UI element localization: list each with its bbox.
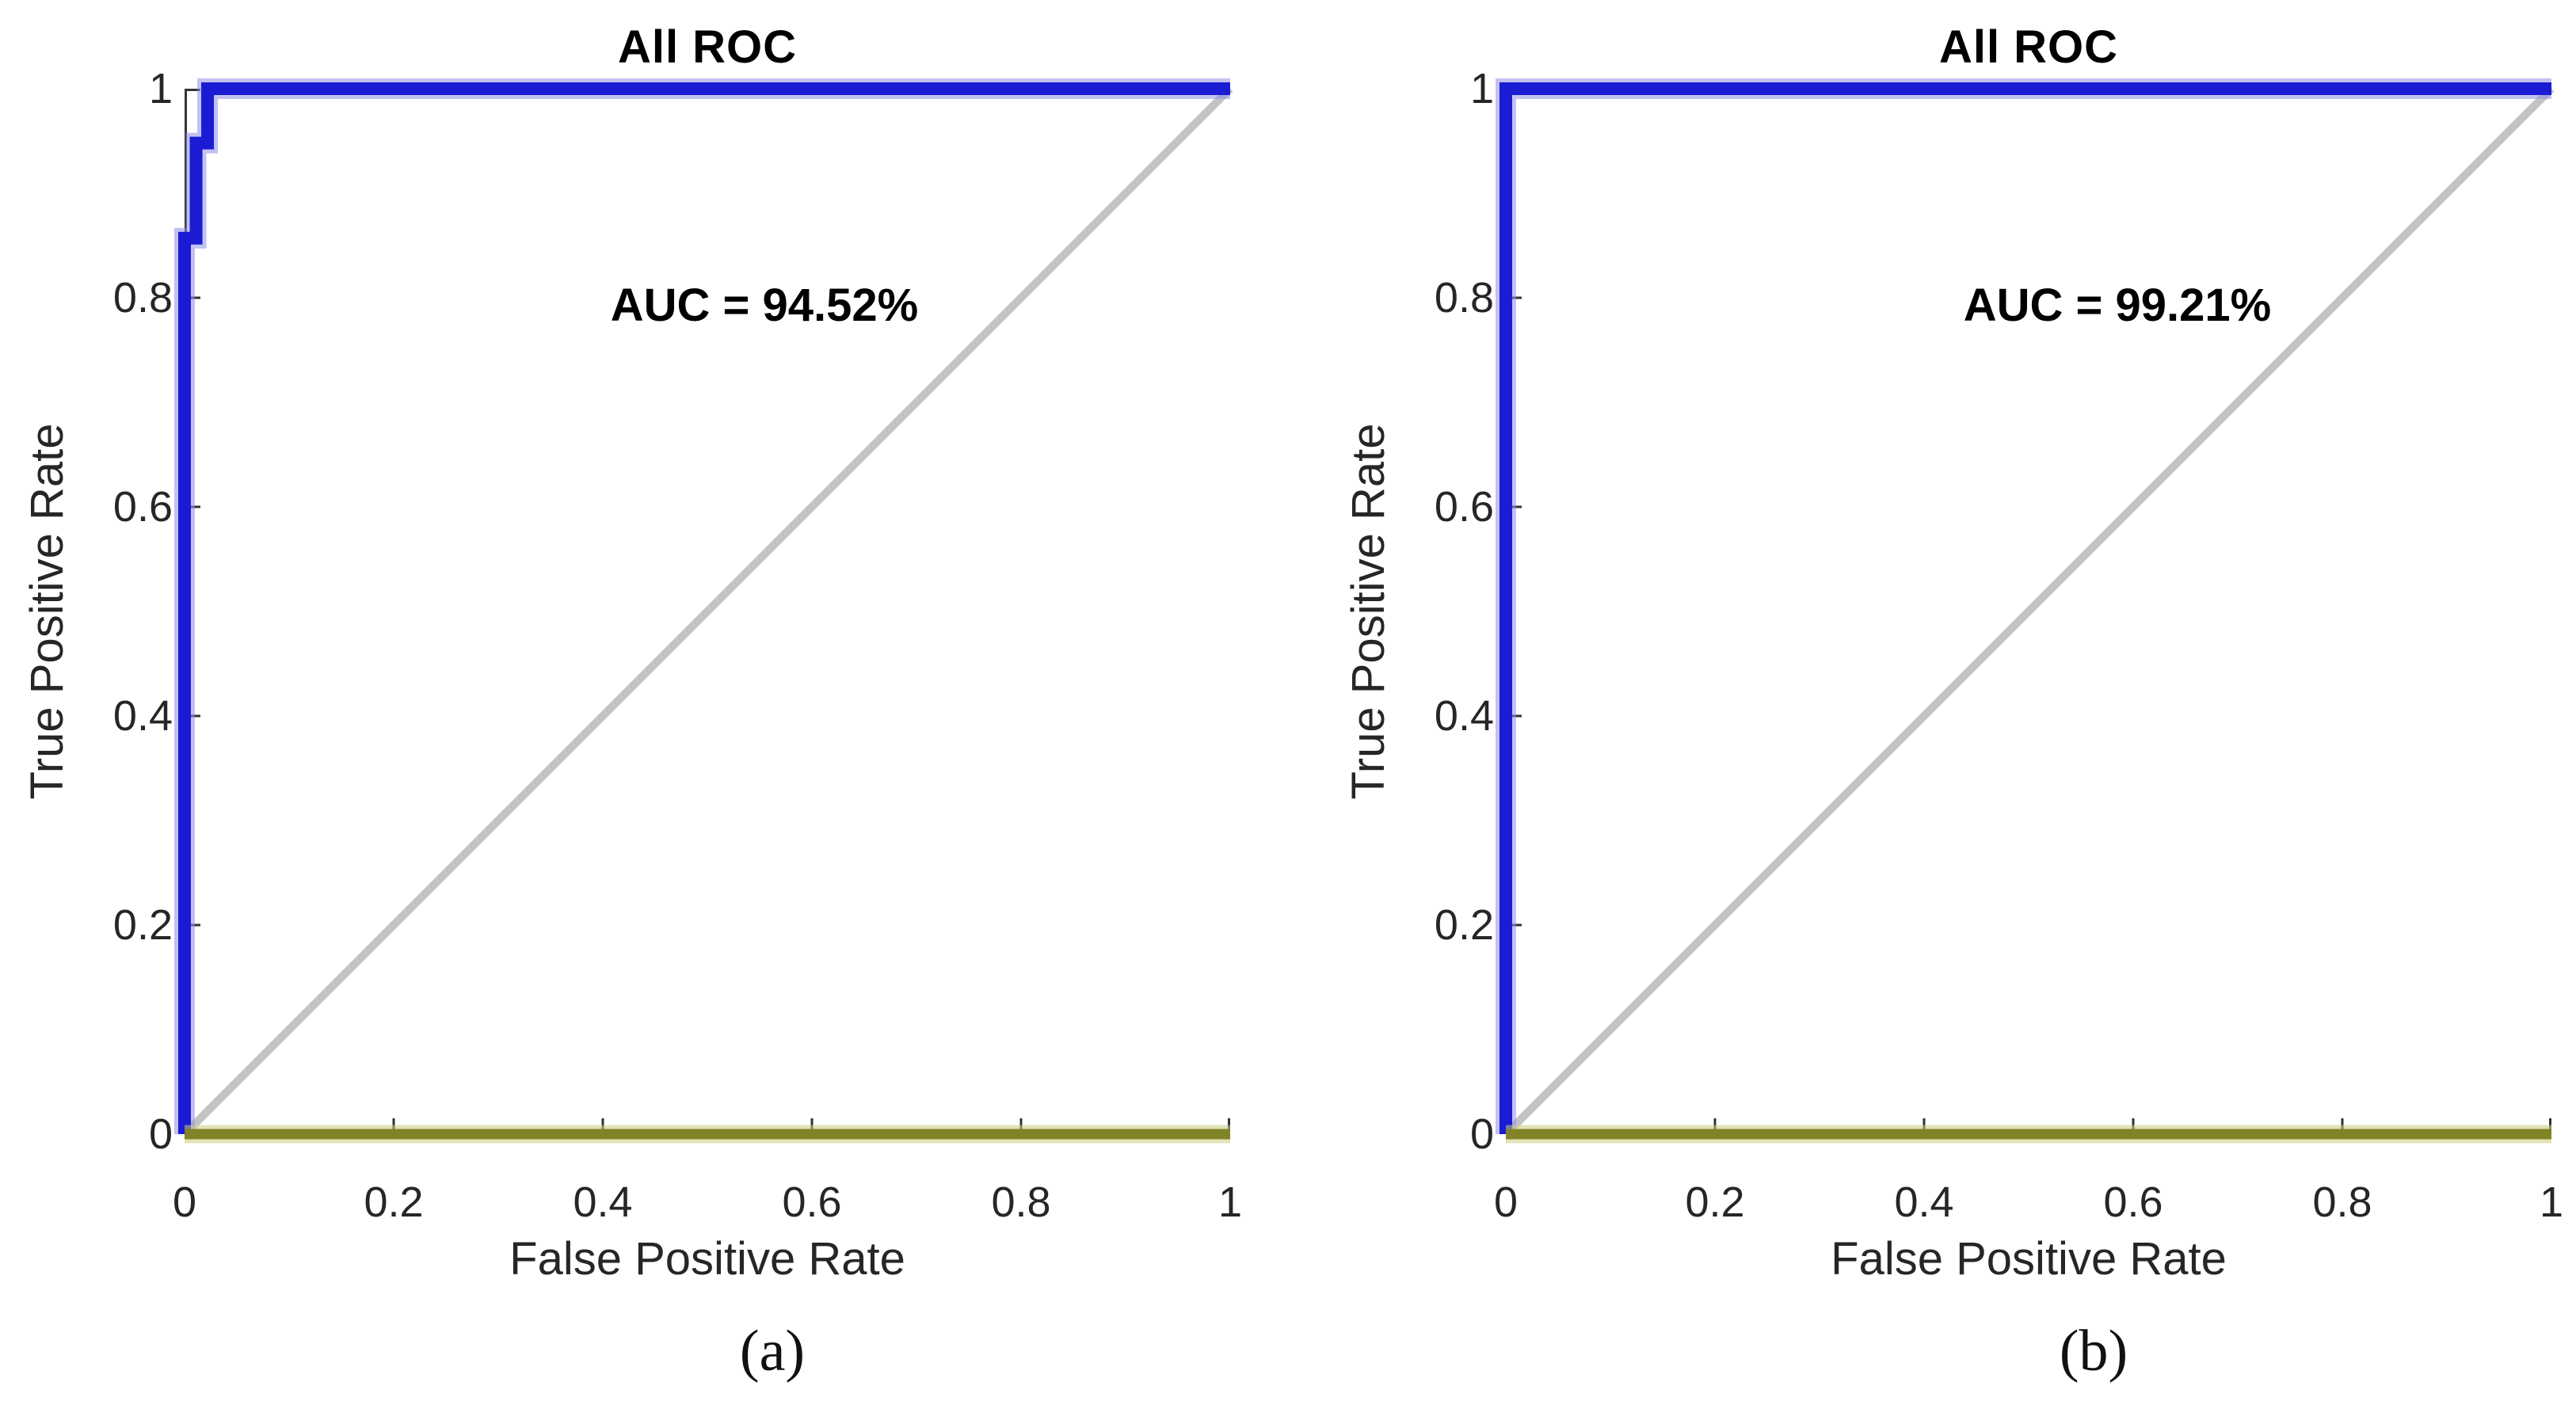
ytick-label: 0.8 xyxy=(1434,274,1494,322)
plot-title: All ROC xyxy=(617,21,798,73)
roc-chart-a xyxy=(174,78,1233,1144)
xtick-label: 0.8 xyxy=(2312,1178,2372,1226)
xtick-label: 0.6 xyxy=(2103,1178,2163,1226)
ytick-label: 1 xyxy=(148,65,173,112)
roc-panel-a: All ROC True Positive Rate AUC = 94.52% … xyxy=(0,0,1255,1424)
xtick-label: 0.2 xyxy=(364,1178,424,1226)
xtick-label: 0 xyxy=(172,1178,197,1226)
xtick-label: 0.6 xyxy=(782,1178,842,1226)
ytick-label: 1 xyxy=(1469,65,1494,112)
ytick-label: 0 xyxy=(148,1110,173,1158)
ytick-label: 0.6 xyxy=(112,483,173,531)
ytick-label: 0.2 xyxy=(112,901,173,949)
y-axis-label: True Positive Rate xyxy=(1343,423,1394,800)
xtick-label: 0.2 xyxy=(1685,1178,1745,1226)
auc-annotation: AUC = 99.21% xyxy=(1963,280,2272,331)
xtick-label: 0.4 xyxy=(1894,1178,1954,1226)
xtick-label: 1 xyxy=(1218,1178,1243,1226)
ytick-label: 0.4 xyxy=(1434,692,1494,740)
xtick-label: 1 xyxy=(2539,1178,2564,1226)
auc-annotation: AUC = 94.52% xyxy=(610,280,919,331)
y-axis-label: True Positive Rate xyxy=(21,423,73,800)
ytick-label: 0.6 xyxy=(1434,483,1494,531)
ytick-label: 0.2 xyxy=(1434,901,1494,949)
ytick-label: 0.8 xyxy=(112,274,173,322)
subfigure-caption-b: (b) xyxy=(2059,1319,2128,1384)
plot-title: All ROC xyxy=(1938,21,2119,73)
roc-panel-b: All ROC True Positive Rate AUC = 99.21% … xyxy=(1321,0,2576,1424)
x-axis-label: False Positive Rate xyxy=(1831,1233,2227,1285)
xtick-label: 0 xyxy=(1493,1178,1519,1226)
ytick-label: 0.4 xyxy=(112,692,173,740)
roc-chart-b xyxy=(1496,78,2555,1144)
subfigure-caption-a: (a) xyxy=(739,1319,806,1384)
ytick-label: 0 xyxy=(1469,1110,1494,1158)
x-axis-label: False Positive Rate xyxy=(509,1233,905,1285)
xtick-label: 0.4 xyxy=(573,1178,633,1226)
xtick-label: 0.8 xyxy=(991,1178,1051,1226)
